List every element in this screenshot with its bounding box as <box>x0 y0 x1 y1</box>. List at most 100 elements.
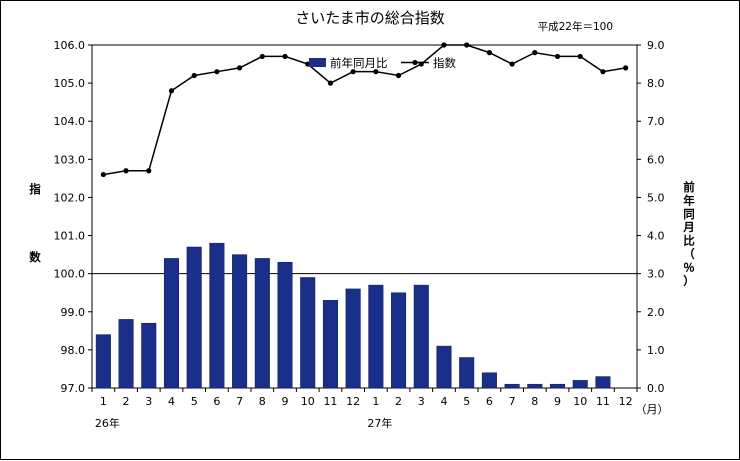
bar-5 <box>186 246 202 389</box>
bar-9 <box>277 261 293 389</box>
x-tick-label-1: 1 <box>100 395 107 408</box>
bar-6 <box>209 242 225 389</box>
x-tick-label-13: 1 <box>372 395 379 408</box>
right-tick-label-8: 8.0 <box>647 77 665 90</box>
left-tick-label-2: 99.0 <box>61 306 86 319</box>
x-tick-label-5: 5 <box>191 395 198 408</box>
bar-14 <box>391 292 407 389</box>
right-axis-title-char-5: （ <box>683 247 695 261</box>
index-point-16 <box>441 42 447 48</box>
bar-10 <box>300 277 316 389</box>
bar-23 <box>595 376 611 389</box>
x-tick-label-12: 12 <box>346 395 360 408</box>
index-point-23 <box>600 69 606 75</box>
bar-13 <box>368 284 384 389</box>
year-label-1: 27年 <box>367 416 392 430</box>
x-tick-label-9: 9 <box>282 395 289 408</box>
left-tick-label-4: 101.0 <box>54 230 86 243</box>
legend-line-label: 指数 <box>433 56 456 70</box>
x-tick-label-22: 10 <box>573 395 587 408</box>
right-axis-title-char-0: 前 <box>683 180 695 194</box>
bar-3 <box>141 322 157 389</box>
bar-1 <box>95 334 111 389</box>
bar-4 <box>163 258 179 389</box>
index-point-21 <box>554 53 561 60</box>
x-tick-label-6: 6 <box>213 395 220 408</box>
x-tick-label-3: 3 <box>145 395 152 408</box>
left-axis-ticks: 97.0 98.0 99.0 100.0 101.0 102.0 103.0 104.0 105… <box>54 39 92 395</box>
index-point-20 <box>532 50 538 56</box>
chart-title: さいたま市の総合指数 <box>295 9 445 27</box>
right-tick-label-3: 3.0 <box>647 268 665 281</box>
x-tick-label-20: 8 <box>531 395 538 408</box>
legend-bar-label: 前年同月比 <box>330 56 388 70</box>
x-tick-label-4: 4 <box>168 395 175 408</box>
bar-22 <box>572 380 588 389</box>
index-point-22 <box>577 53 583 60</box>
index-point-5 <box>191 72 197 79</box>
right-axis-title-char-7: ） <box>683 274 695 288</box>
x-tick-label-8: 8 <box>259 395 266 408</box>
legend-bar-swatch <box>309 58 326 67</box>
bar-21 <box>550 383 566 389</box>
x-tick-label-23: 11 <box>596 395 610 408</box>
right-axis-title-char-6: ％ <box>683 260 695 274</box>
x-tick-label-15: 3 <box>418 395 425 408</box>
index-point-4 <box>168 88 175 94</box>
bar-20 <box>527 383 543 389</box>
right-axis-ticks: 0.0 1.0 2.0 3.0 4.0 5.0 6.0 7.0 8.0 9.0 <box>637 39 665 395</box>
index-line-path <box>103 44 626 176</box>
x-tick-label-17: 5 <box>463 395 470 408</box>
x-unit-label: （月） <box>636 403 669 416</box>
x-tick-label-14: 2 <box>395 395 402 408</box>
index-point-18 <box>486 50 492 56</box>
legend-line-marker <box>412 59 418 66</box>
x-tick-label-24: 12 <box>619 395 633 408</box>
right-tick-label-4: 4.0 <box>647 230 665 243</box>
right-tick-label-0: 0.0 <box>647 382 665 395</box>
right-tick-label-7: 7.0 <box>647 115 665 128</box>
x-tick-label-10: 10 <box>301 395 315 408</box>
x-axis-ticks: 1 2 3 4 5 6 7 8 9 10 11 12 1 2 3 4 5 6 7 8 9 10 11 12（月）26年 27年 <box>91 388 669 430</box>
bar-11 <box>322 300 338 389</box>
index-point-12 <box>350 69 356 75</box>
right-tick-label-9: 9.0 <box>647 39 665 52</box>
right-tick-label-6: 6.0 <box>647 153 665 166</box>
index-point-8 <box>259 53 265 60</box>
left-tick-label-7: 104.0 <box>54 115 86 128</box>
right-tick-label-2: 2.0 <box>647 306 665 319</box>
left-tick-label-0: 97.0 <box>61 382 86 395</box>
bar-16 <box>436 345 452 389</box>
x-tick-label-16: 4 <box>440 395 447 408</box>
bar-7 <box>232 254 248 389</box>
left-tick-label-8: 105.0 <box>54 77 86 90</box>
index-point-2 <box>123 168 129 174</box>
right-tick-label-1: 1.0 <box>647 344 665 357</box>
x-tick-label-2: 2 <box>123 395 130 408</box>
left-axis-title-char-0: 指 <box>29 182 41 196</box>
bar-2 <box>118 319 134 389</box>
index-point-13 <box>373 69 379 75</box>
index-point-1 <box>100 171 106 178</box>
index-point-6 <box>214 69 220 75</box>
left-tick-label-9: 106.0 <box>54 39 86 52</box>
index-point-9 <box>282 53 288 60</box>
left-axis-title-char-1: 数 <box>29 250 41 264</box>
x-tick-label-18: 6 <box>486 395 493 408</box>
bar-12 <box>345 288 361 389</box>
x-tick-label-21: 9 <box>554 395 561 408</box>
x-tick-label-7: 7 <box>236 395 243 408</box>
index-point-11 <box>327 80 334 86</box>
left-tick-label-1: 98.0 <box>61 344 86 357</box>
axis-titles: 指数 前年同月比（％） <box>29 180 695 288</box>
right-axis-title-char-1: 年 <box>683 193 695 207</box>
index-point-17 <box>464 42 470 48</box>
index-point-14 <box>395 72 402 79</box>
left-tick-label-3: 100.0 <box>54 268 86 281</box>
left-tick-label-6: 103.0 <box>54 153 86 166</box>
x-tick-label-19: 7 <box>509 395 516 408</box>
x-tick-label-11: 11 <box>323 395 337 408</box>
bar-18 <box>481 372 497 389</box>
index-point-7 <box>237 65 243 71</box>
